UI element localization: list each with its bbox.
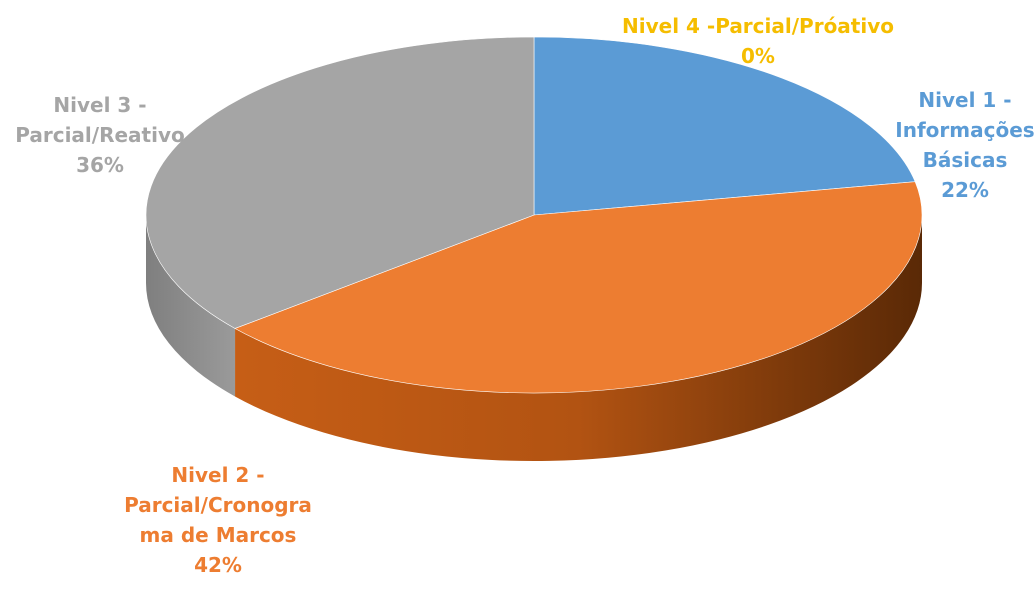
pie-slice-1 <box>533 36 916 216</box>
slice-category-label: Parcial/Cronogra <box>124 493 312 517</box>
slice-category-label: Básicas <box>923 148 1008 172</box>
slice-label-1: Nivel 1 - Informações Básicas 22% <box>895 88 1034 202</box>
slice-value-label: 36% <box>76 153 124 177</box>
slice-value-label: 0% <box>741 44 775 68</box>
pie-sides <box>146 215 922 461</box>
slice-label-4: Nivel 4 -Parcial/Próativo 0% <box>622 14 894 68</box>
data-labels: Nivel 1 - Informações Básicas 22% Nivel 2 - P… <box>15 14 1034 577</box>
slice-label-3: Nivel 3 - Parcial/Reativo 36% <box>15 93 185 177</box>
pie-slice-2 <box>234 181 923 394</box>
slice-category-label: Nivel 1 - <box>918 88 1011 112</box>
pie-side-2 <box>235 215 922 461</box>
slice-category-label: Nivel 2 - <box>171 463 264 487</box>
pie-side-3 <box>146 215 236 397</box>
slice-category-label: Nivel 4 -Parcial/Próativo <box>622 14 894 38</box>
slice-label-2: Nivel 2 - Parcial/Cronogra ma de Marcos 42% <box>124 463 312 577</box>
slice-category-label: ma de Marcos <box>140 523 297 547</box>
pie-top-faces <box>145 36 923 394</box>
slice-value-label: 22% <box>941 178 989 202</box>
slice-category-label: Nivel 3 - <box>53 93 146 117</box>
slice-category-label: Parcial/Reativo <box>15 123 185 147</box>
slice-value-label: 42% <box>194 553 242 577</box>
pie-slice-3 <box>145 36 535 329</box>
slice-category-label: Informações <box>895 118 1034 142</box>
